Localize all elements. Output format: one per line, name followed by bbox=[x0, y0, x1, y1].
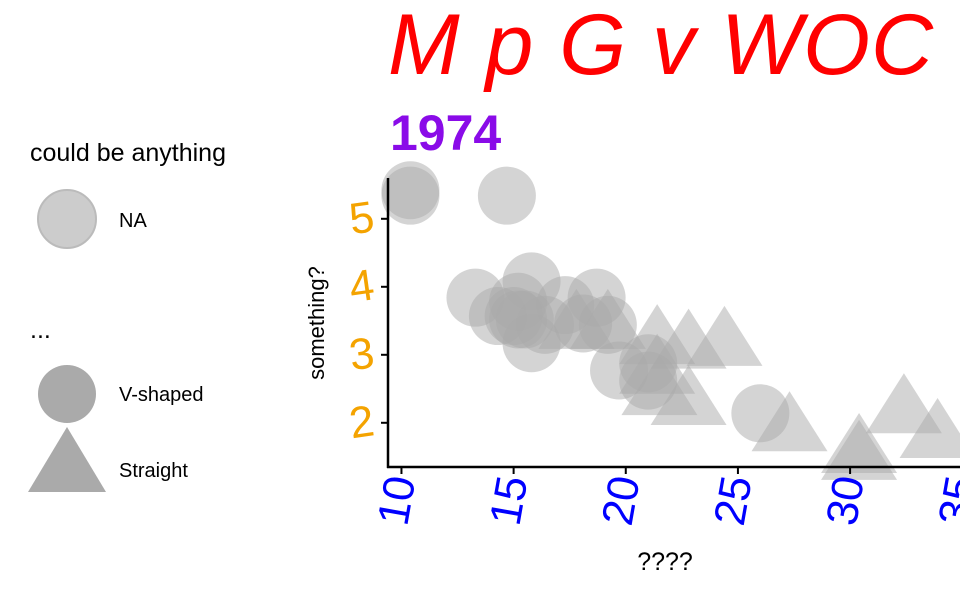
legend-title-color: could be anything bbox=[30, 139, 226, 167]
y-tick-label: 4 bbox=[346, 260, 377, 312]
data-point-straight bbox=[821, 419, 898, 480]
x-tick-label: 20 bbox=[593, 472, 650, 529]
data-point-straight bbox=[619, 333, 696, 394]
data-point-straight bbox=[538, 288, 615, 349]
data-point-straight bbox=[650, 365, 727, 426]
x-tick-label: 10 bbox=[369, 472, 426, 529]
data-point-straight bbox=[865, 373, 942, 434]
legend-label-straight: Straight bbox=[119, 460, 188, 482]
y-tick-label: 3 bbox=[346, 328, 377, 380]
y-tick-label: 5 bbox=[346, 192, 377, 244]
x-tick-label: 15 bbox=[481, 472, 538, 529]
data-point-straight bbox=[751, 391, 828, 452]
legend-title-shape: ... bbox=[30, 316, 51, 344]
data-point-v-shaped bbox=[381, 166, 440, 225]
legend-key-straight-triangle bbox=[28, 427, 106, 492]
chart-title: M p G v WOC bbox=[388, 0, 935, 93]
data-point-v-shaped bbox=[502, 314, 561, 373]
legend-label-na: NA bbox=[119, 210, 147, 232]
x-tick-label: 30 bbox=[817, 472, 874, 529]
x-tick-label: 25 bbox=[705, 472, 762, 529]
data-point-straight bbox=[686, 305, 763, 366]
legend-key-v-shaped-circle bbox=[38, 365, 96, 423]
data-point-straight bbox=[899, 398, 960, 459]
legend-label-v-shaped: V-shaped bbox=[119, 384, 204, 406]
y-tick-label: 2 bbox=[346, 396, 377, 448]
chart-subtitle: 1974 bbox=[390, 105, 502, 161]
data-point-v-shaped bbox=[477, 166, 536, 225]
x-axis-label: ???? bbox=[637, 548, 693, 576]
x-tick-label: 35 bbox=[929, 472, 960, 529]
legend-key-na-circle bbox=[37, 189, 97, 249]
